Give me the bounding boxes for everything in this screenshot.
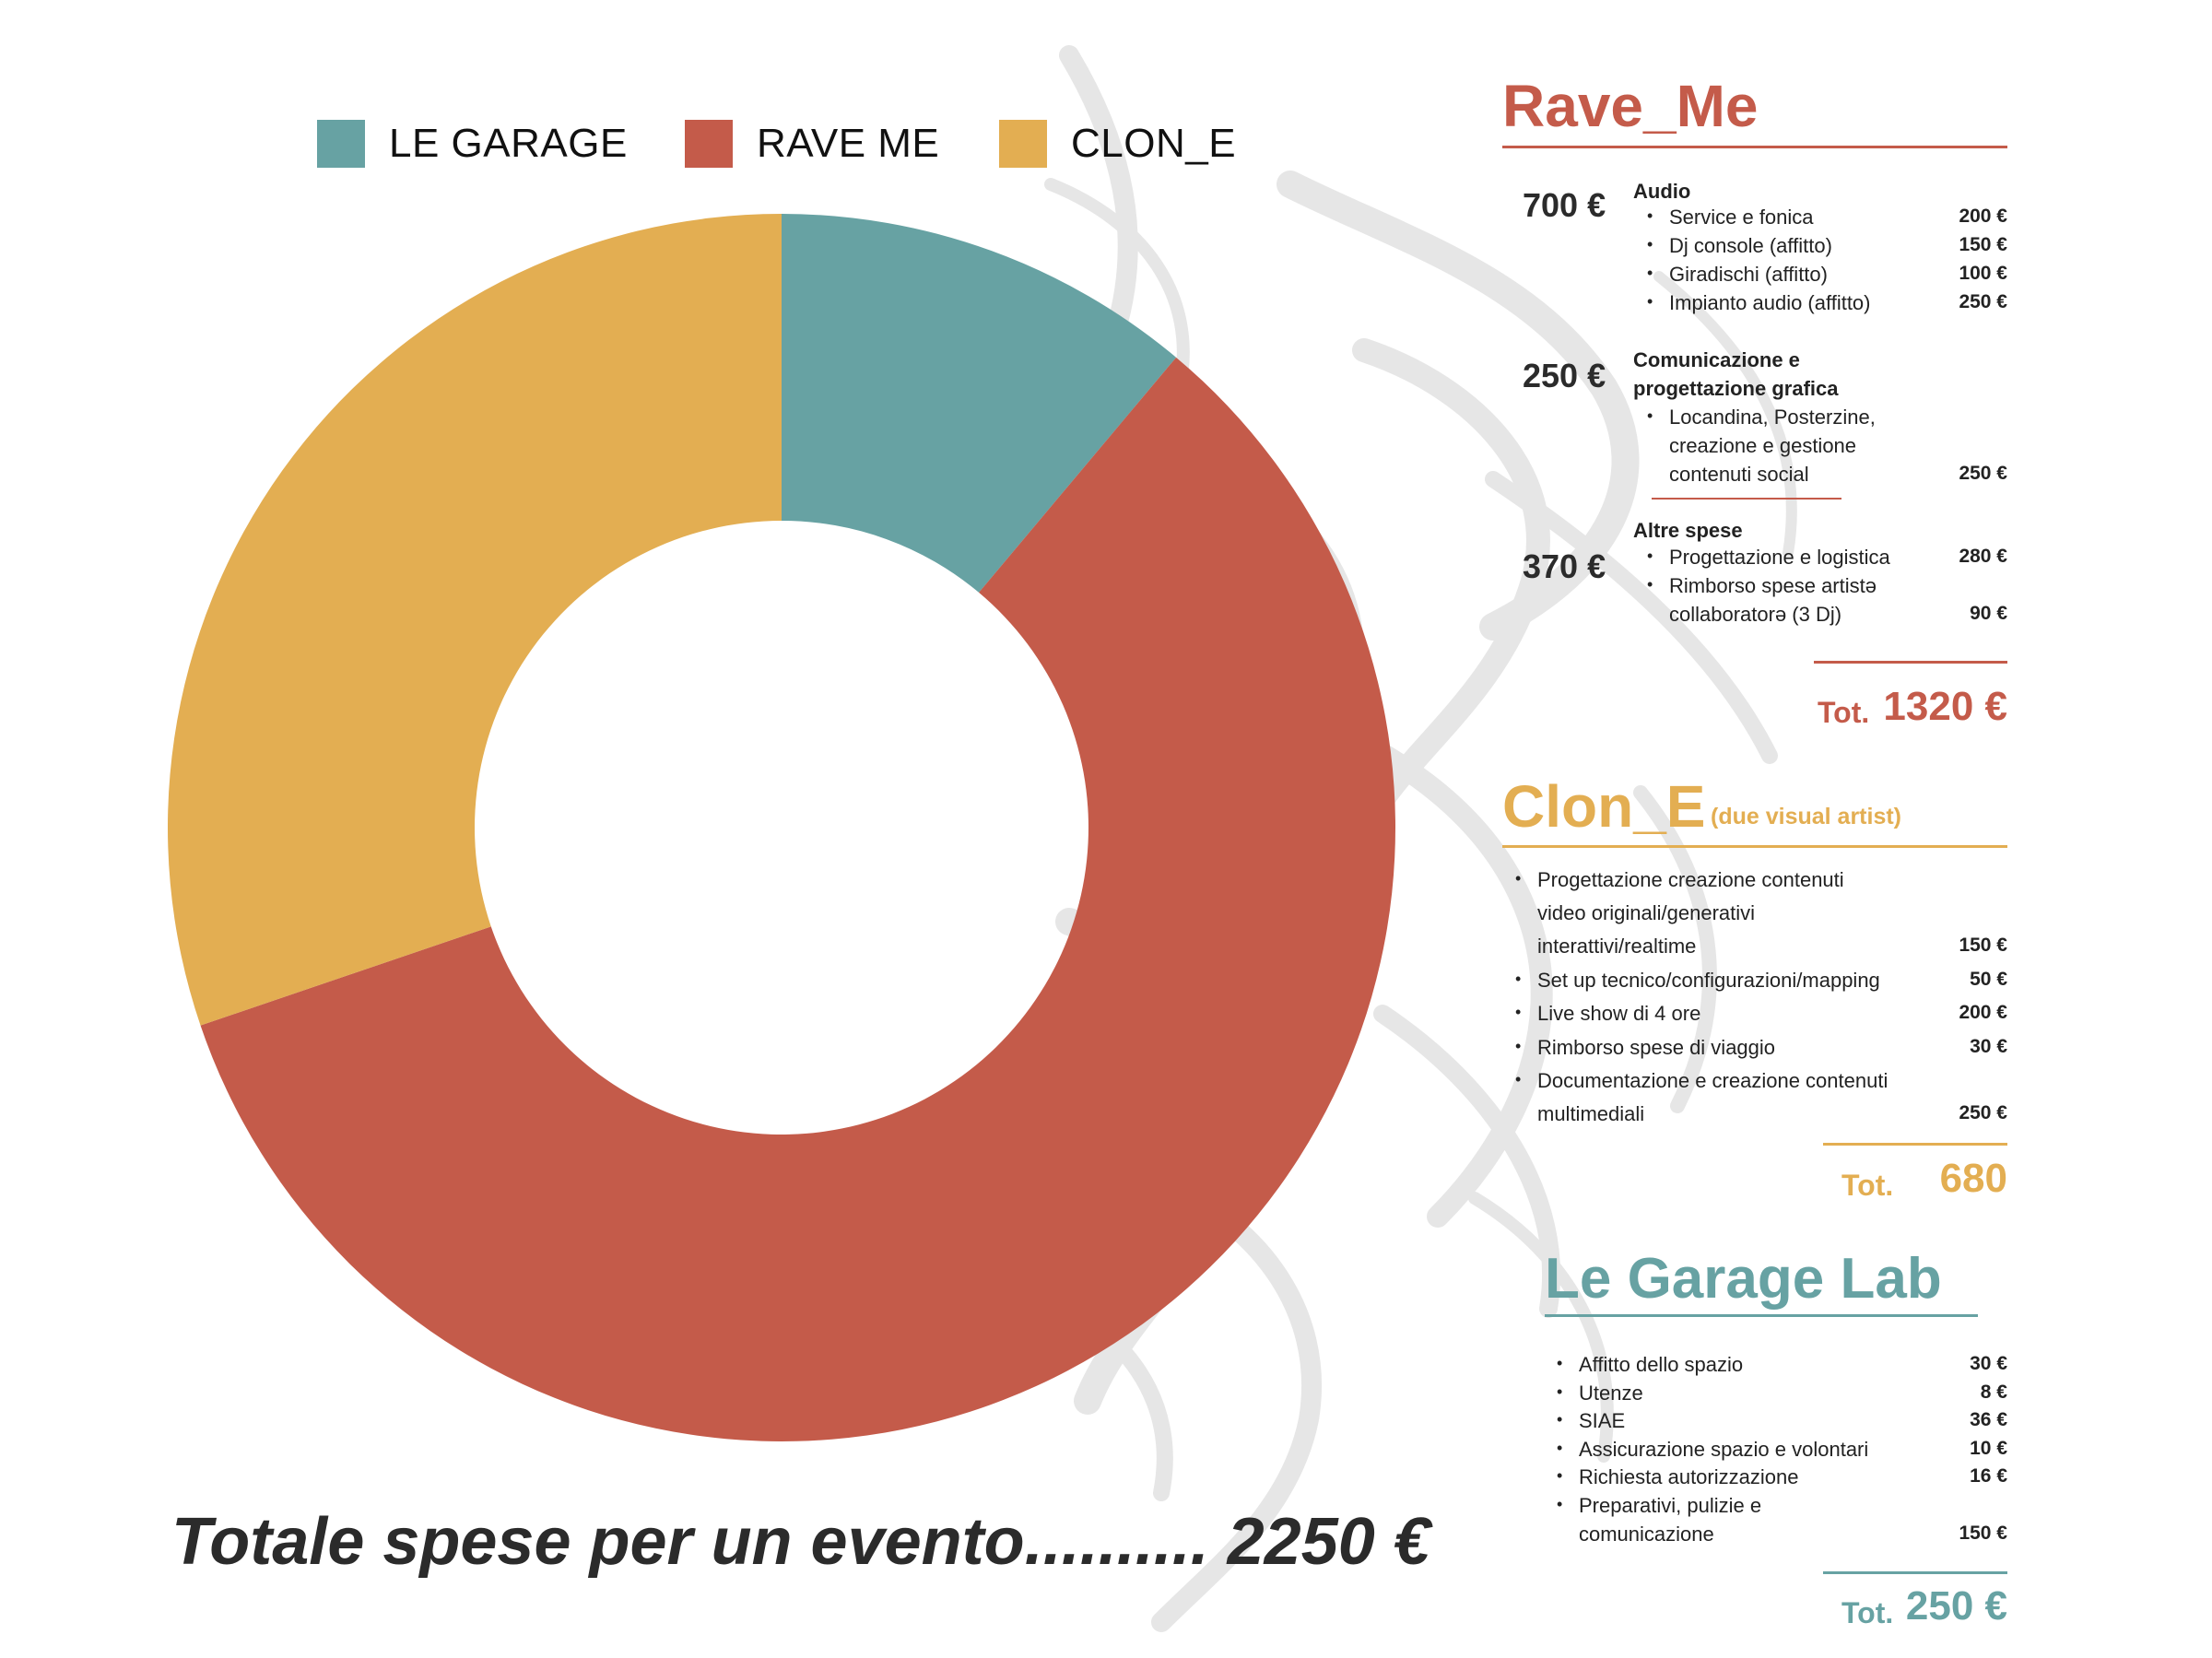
rave-me-audio-title: Audio <box>1633 180 1691 203</box>
rave-me-audio-price: 100 € <box>1959 263 2007 284</box>
clon-e-price: 200 € <box>1959 1002 2007 1023</box>
rave-me-total-rule <box>1814 661 2007 664</box>
rave-me-audio-item: Service e fonica <box>1647 206 1813 229</box>
le-garage-total-rule <box>1823 1571 2007 1574</box>
le-garage-item: SIAE <box>1557 1409 1625 1433</box>
clon-e-item: Rimborso spese di viaggio <box>1515 1036 1775 1060</box>
legend-item-le-garage: LE GARAGE <box>317 120 628 168</box>
clon-e-title-rule <box>1502 845 2007 848</box>
donut-chart <box>168 214 1395 1442</box>
rave-me-altre-item: Rimborso spese artistə <box>1647 574 1877 598</box>
legend-label-le-garage: LE GARAGE <box>389 121 628 166</box>
le-garage-item: Utenze <box>1557 1382 1643 1405</box>
rave-me-total-value: 1320 € <box>1883 684 2007 729</box>
grand-total: Totale spese per un evento.......... 225… <box>171 1505 1430 1579</box>
le-garage-price: 30 € <box>1970 1353 2007 1374</box>
donut-slice-rave-me <box>200 357 1395 1442</box>
le-garage-item: Assicurazione spazio e volontari <box>1557 1438 1868 1462</box>
clon-e-price: 30 € <box>1970 1036 2007 1057</box>
rave-me-title: Rave_Me <box>1502 73 1759 139</box>
rave-me-comunicazione-price: 250 € <box>1959 463 2007 484</box>
rave-me-audio-item: Impianto audio (affitto) <box>1647 291 1870 315</box>
le-garage-price: 16 € <box>1970 1465 2007 1487</box>
legend-label-rave-me: RAVE ME <box>757 121 940 166</box>
clon-e-title: Clon_E <box>1502 773 1706 840</box>
rave-me-audio-item: Giradischi (affitto) <box>1647 263 1828 287</box>
rave-me-title-rule <box>1502 146 2007 148</box>
clon-e-item: Live show di 4 ore <box>1515 1002 1700 1026</box>
legend-item-rave-me: RAVE ME <box>685 120 939 168</box>
rave-me-comunicazione-amount: 250 € <box>1523 357 1606 394</box>
clon-e-total-label: Tot. <box>1841 1169 1894 1202</box>
le-garage-lab-title: Le Garage Lab <box>1545 1247 1942 1311</box>
clon-e-price: 50 € <box>1970 969 2007 990</box>
clon-e-total-value: 680 <box>1939 1156 2007 1201</box>
rave-me-divider <box>1652 498 1841 500</box>
clon-e-item: multimediali <box>1537 1102 1645 1125</box>
rave-me-comunicazione-item: creazione e gestione <box>1669 434 1857 457</box>
le-garage-item: comunicazione <box>1579 1523 1714 1546</box>
rave-me-audio-amount: 700 € <box>1523 186 1606 224</box>
clon-e-item: Documentazione e creazione contenuti <box>1515 1069 1888 1093</box>
rave-me-comunicazione-title: Comunicazione e <box>1633 348 1800 371</box>
le-garage-item: Affitto dello spazio <box>1557 1353 1743 1377</box>
le-garage-item: Preparativi, pulizie e <box>1557 1494 1761 1518</box>
rave-me-altre-item: collaboratorə (3 Dj) <box>1669 603 1842 626</box>
donut-slice-le-garage <box>782 214 1177 593</box>
rave-me-comunicazione-item: contenuti social <box>1669 463 1809 486</box>
rave-me-comunicazione-title: progettazione grafica <box>1633 377 1839 400</box>
legend-swatch-le-garage <box>317 120 365 168</box>
clon-e-item: interattivi/realtime <box>1537 935 1697 958</box>
rave-me-altre-price: 280 € <box>1959 546 2007 567</box>
legend-item-clon-e: CLON_E <box>999 120 1236 168</box>
le-garage-price: 150 € <box>1959 1523 2007 1544</box>
clon-e-subtitle: (due visual artist) <box>1711 804 1901 829</box>
clon-e-item: video originali/generativi <box>1537 901 1756 924</box>
clon-e-total-rule <box>1823 1143 2007 1146</box>
rave-me-altre-price: 90 € <box>1970 603 2007 624</box>
rave-me-audio-price: 200 € <box>1959 206 2007 227</box>
le-garage-lab-title-rule <box>1545 1314 1978 1317</box>
donut-slice-clon-e <box>168 214 782 1026</box>
rave-me-audio-item: Dj console (affitto) <box>1647 234 1832 258</box>
rave-me-audio-price: 150 € <box>1959 234 2007 255</box>
rave-me-altre-item: Progettazione e logistica <box>1647 546 1890 570</box>
legend-label-clon-e: CLON_E <box>1071 121 1237 166</box>
le-garage-total-label: Tot. <box>1841 1596 1894 1629</box>
legend-swatch-rave-me <box>685 120 733 168</box>
le-garage-price: 36 € <box>1970 1409 2007 1430</box>
rave-me-comunicazione-item: Locandina, Posterzine, <box>1647 406 1876 429</box>
rave-me-altre-amount: 370 € <box>1523 547 1606 585</box>
rave-me-altre-title: Altre spese <box>1633 519 1743 542</box>
clon-e-item: Set up tecnico/configurazioni/mapping <box>1515 969 1880 993</box>
rave-me-total-label: Tot. <box>1818 696 1870 729</box>
le-garage-price: 10 € <box>1970 1438 2007 1459</box>
clon-e-price: 150 € <box>1959 935 2007 956</box>
clon-e-price: 250 € <box>1959 1102 2007 1123</box>
clon-e-item: Progettazione creazione contenuti <box>1515 868 1844 892</box>
le-garage-price: 8 € <box>1980 1382 2007 1403</box>
legend-swatch-clon-e <box>999 120 1047 168</box>
le-garage-item: Richiesta autorizzazione <box>1557 1465 1799 1489</box>
le-garage-total-value: 250 € <box>1905 1583 2007 1629</box>
rave-me-audio-price: 250 € <box>1959 291 2007 312</box>
